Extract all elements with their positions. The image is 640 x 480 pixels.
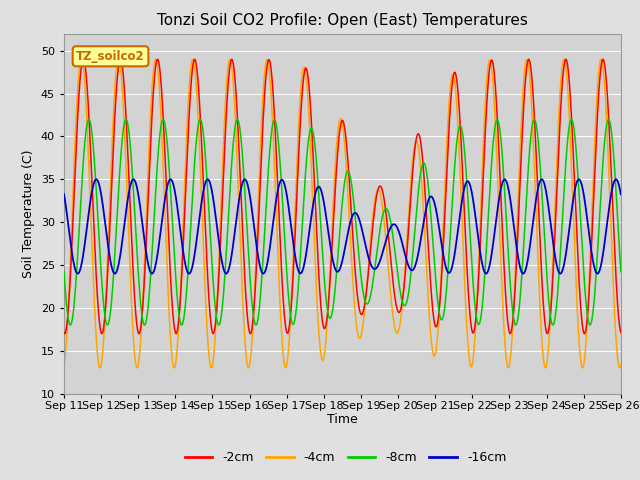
Text: TZ_soilco2: TZ_soilco2 [76, 50, 145, 63]
Legend: -2cm, -4cm, -8cm, -16cm: -2cm, -4cm, -8cm, -16cm [180, 446, 511, 469]
Y-axis label: Soil Temperature (C): Soil Temperature (C) [22, 149, 35, 278]
X-axis label: Time: Time [327, 413, 358, 426]
Title: Tonzi Soil CO2 Profile: Open (East) Temperatures: Tonzi Soil CO2 Profile: Open (East) Temp… [157, 13, 528, 28]
